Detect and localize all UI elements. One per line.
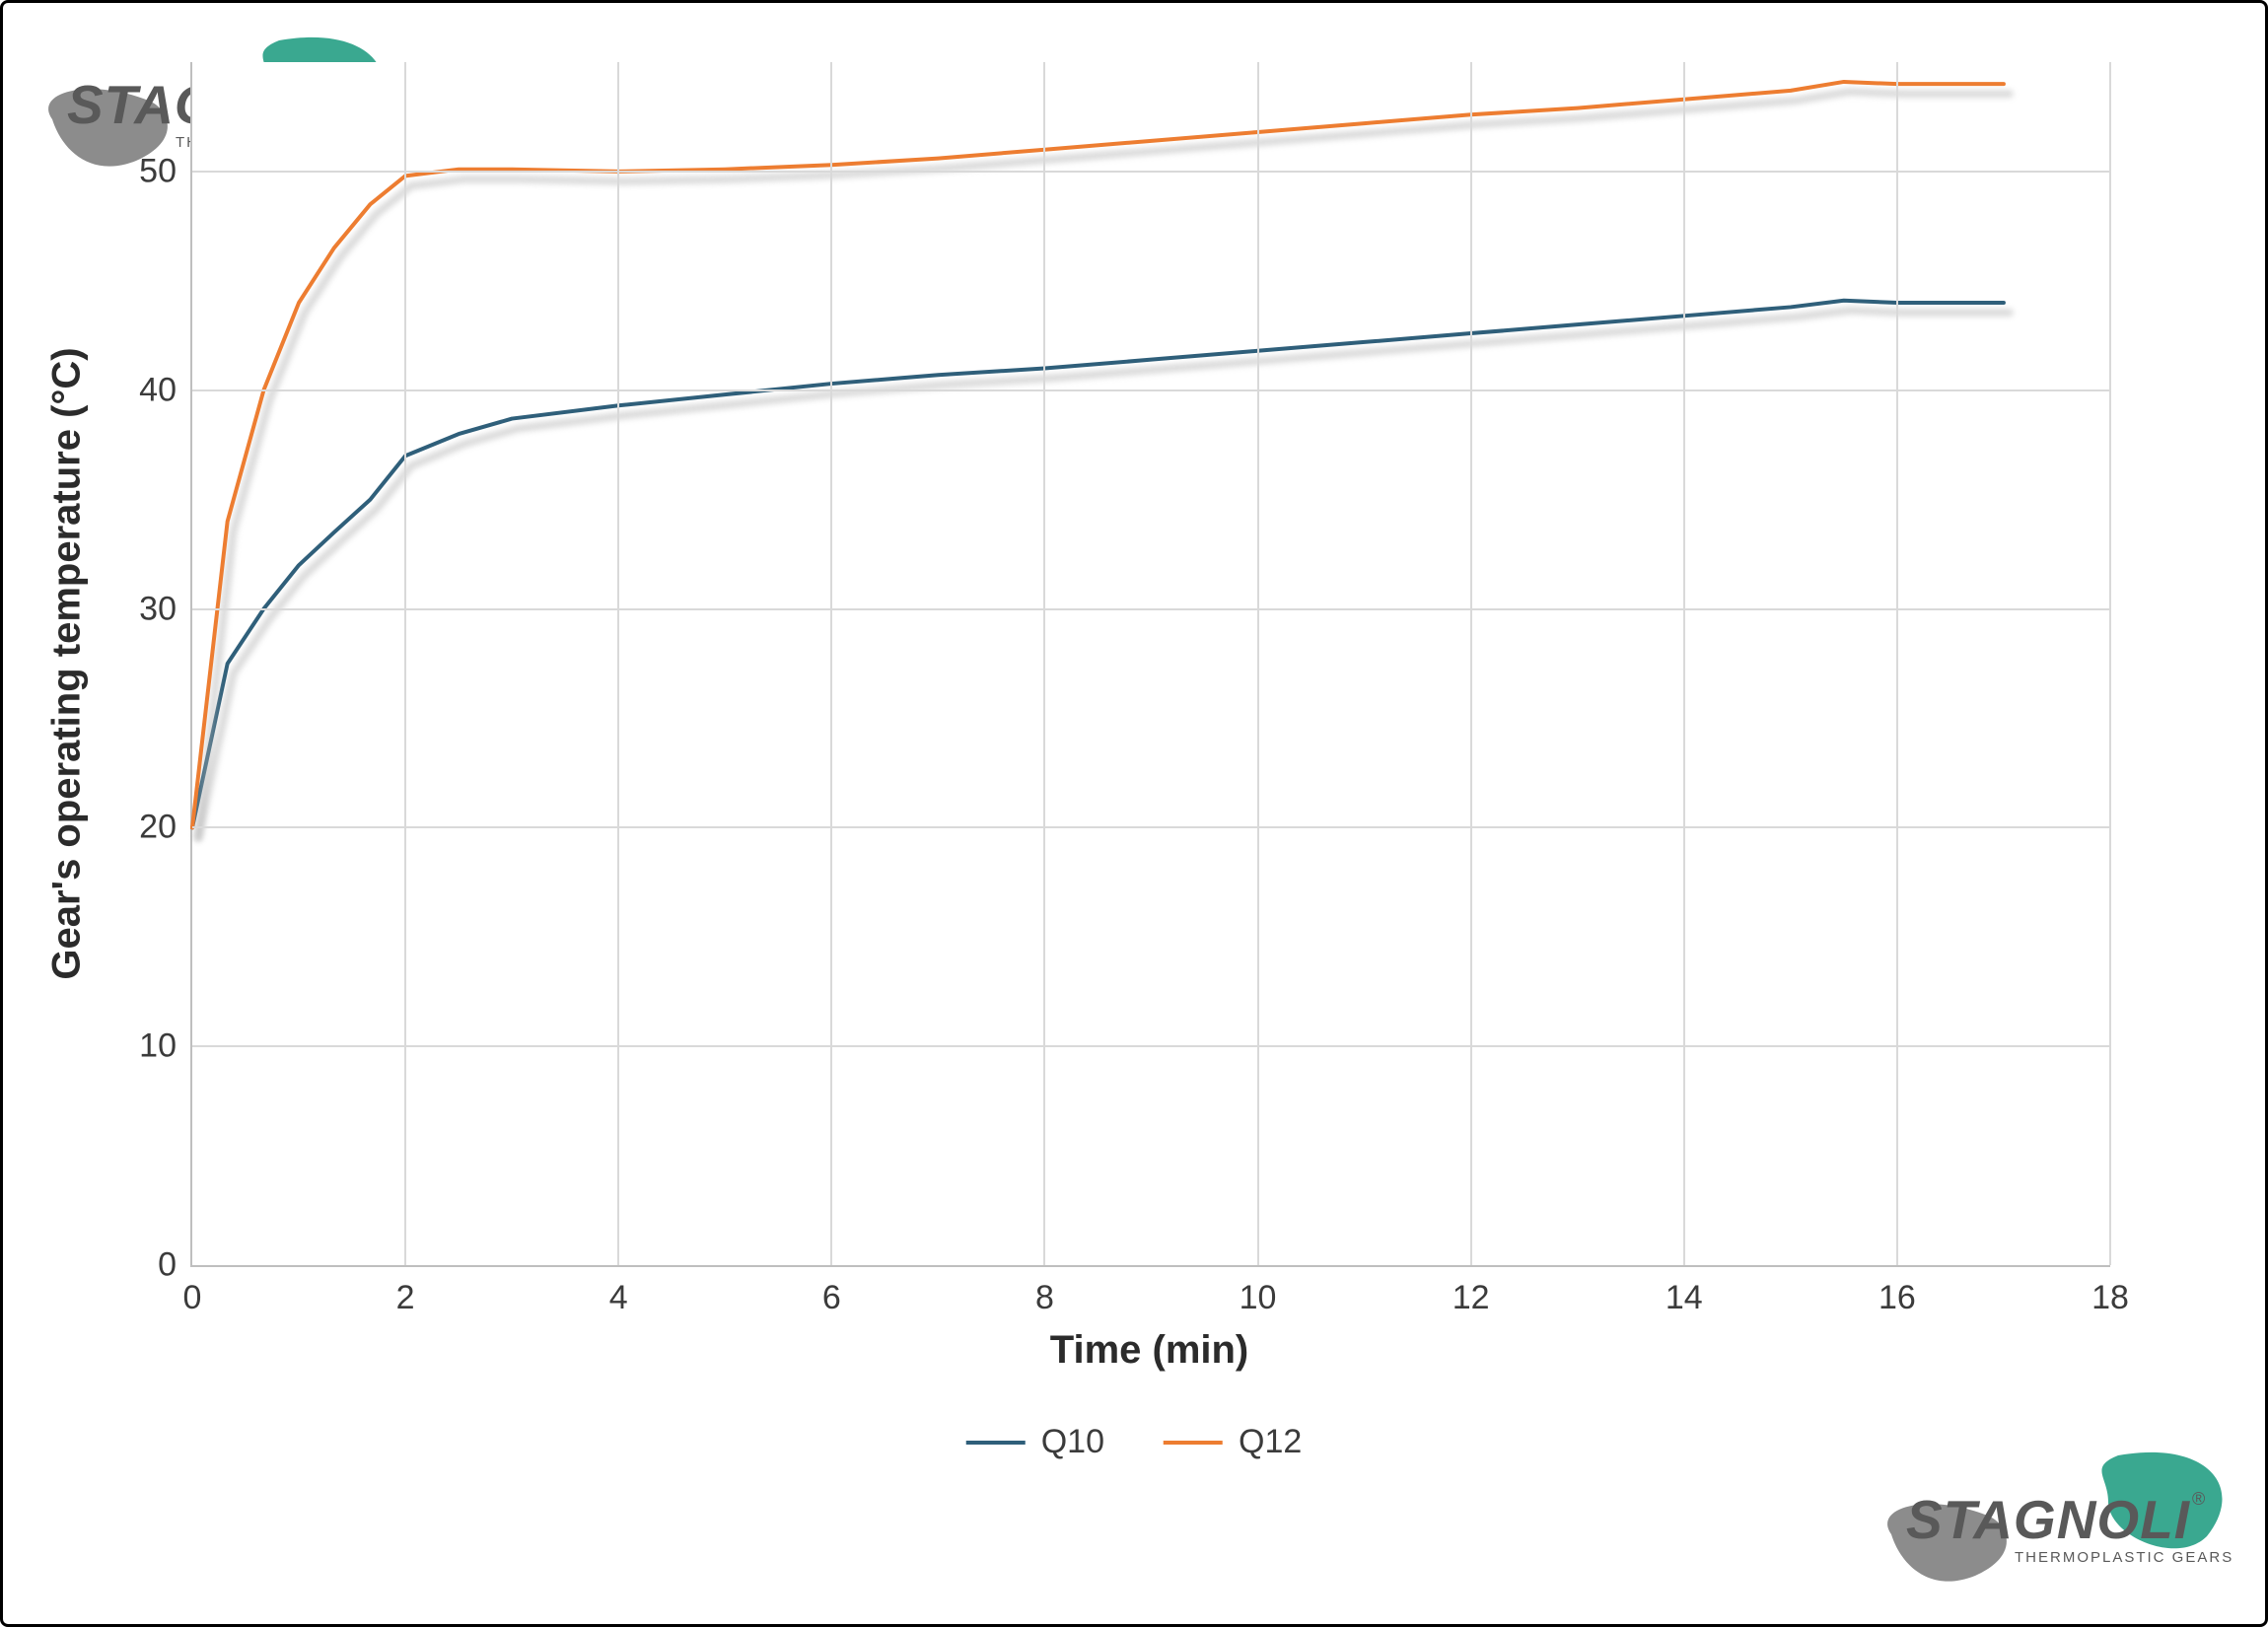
y-tick: 20 [139,809,192,847]
gridline-v [404,62,406,1265]
legend-item-q12: Q12 [1164,1423,1302,1461]
series-svg [192,62,2110,1265]
gridline-h [192,171,2110,173]
gridline-v [1043,62,1045,1265]
y-tick: 30 [139,590,192,628]
x-tick: 4 [609,1265,628,1317]
y-axis-label: Gear's operating temperature (°C) [45,347,90,979]
gridline-v [1896,62,1898,1265]
brand-logo-bottom: STAGNOLI ® THERMOPLASTIC GEARS [1881,1448,2236,1600]
brand-logo-svg: STAGNOLI ® THERMOPLASTIC GEARS [1881,1448,2236,1595]
x-axis-label: Time (min) [1050,1328,1249,1373]
gridline-h [192,389,2110,391]
gridline-v [2109,62,2111,1265]
gridline-v [830,62,832,1265]
legend: Q10 Q12 [966,1423,1303,1461]
gridline-h [192,826,2110,828]
y-tick: 50 [139,152,192,190]
series-line-q12 [192,82,2004,827]
y-tick: 10 [139,1027,192,1066]
x-tick: 18 [2091,1265,2129,1317]
series-shadow-q12 [198,92,2010,837]
y-tick: 40 [139,371,192,409]
x-tick: 8 [1035,1265,1054,1317]
x-tick: 14 [1666,1265,1703,1317]
chart-frame: STAGNOLI ® THERMOPLASTIC GEARS STAGNOLI … [0,0,2268,1627]
svg-text:THERMOPLASTIC GEARS: THERMOPLASTIC GEARS [2015,1549,2233,1566]
plot-area: 01020304050024681012141618 [190,62,2110,1267]
gridline-h [192,608,2110,610]
series-line-q10 [192,301,2004,828]
x-tick: 0 [183,1265,202,1317]
x-tick: 12 [1453,1265,1490,1317]
gridline-v [1470,62,1472,1265]
x-tick: 6 [822,1265,841,1317]
svg-text:STAGNOLI: STAGNOLI [1906,1489,2191,1550]
x-tick: 2 [396,1265,415,1317]
gridline-v [617,62,619,1265]
legend-label: Q10 [1041,1423,1104,1461]
legend-label: Q12 [1239,1423,1302,1461]
gridline-v [1683,62,1685,1265]
x-tick: 16 [1878,1265,1916,1317]
x-tick: 10 [1240,1265,1277,1317]
svg-text:®: ® [2192,1489,2205,1509]
legend-swatch [966,1441,1026,1445]
legend-item-q10: Q10 [966,1423,1104,1461]
legend-swatch [1164,1441,1223,1445]
gridline-v [1257,62,1259,1265]
gridline-h [192,1045,2110,1047]
